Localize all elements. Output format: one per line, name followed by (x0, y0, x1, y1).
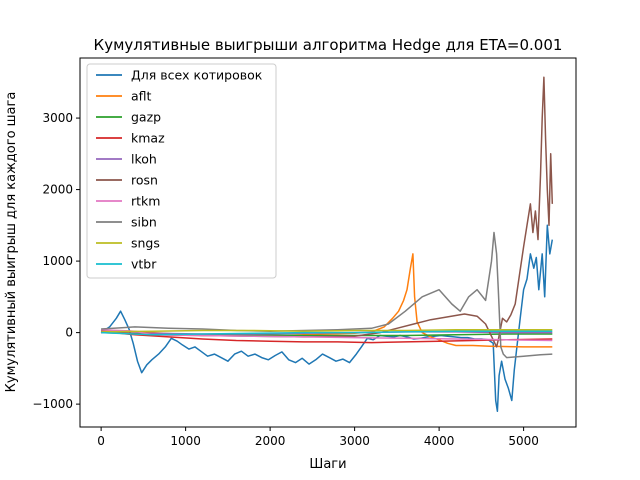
legend-label: sngs (131, 236, 160, 251)
legend-label: kmaz (131, 131, 165, 146)
x-tick-label: 3000 (339, 434, 370, 448)
legend-label: lkoh (131, 152, 157, 167)
series-layer (100, 76, 554, 413)
x-tick-label: 4000 (424, 434, 455, 448)
legend: Для всех котировок aflt gazp kmaz lkoh rosn rt… (86, 63, 277, 279)
legend-label: gazp (131, 110, 161, 125)
y-axis-label: Кумулятивный выигрыш для каждого шага (4, 92, 19, 393)
legend-label: rosn (131, 173, 158, 188)
x-tick-label: 5000 (508, 434, 539, 448)
series-line-kmaz (101, 330, 553, 344)
legend-label: Для всех котировок (131, 68, 263, 83)
ticks-layer: 0 1000 2000 3000 4000 5000 −1000 0 1000 2000 3000 (32, 111, 538, 448)
x-tick-label: 2000 (255, 434, 286, 448)
series-line-sngs (101, 328, 553, 333)
legend-label: vtbr (131, 257, 157, 272)
y-tick-label: 1000 (42, 254, 73, 268)
series-line-rosn (101, 76, 554, 348)
x-axis-label: Шаги (309, 457, 346, 472)
x-tick-label: 1000 (170, 434, 201, 448)
y-tick-label: 2000 (42, 183, 73, 197)
y-tick-label: 3000 (42, 111, 73, 125)
plot-frame (79, 57, 577, 428)
legend-label: rtkm (131, 194, 160, 209)
series-line-vtbr (101, 330, 553, 336)
x-tick-label: 0 (97, 434, 105, 448)
legend-frame (86, 63, 277, 279)
legend-label: sibn (131, 215, 157, 230)
chart-title: Кумулятивные выигрыши алгоритма Hedge дл… (94, 36, 563, 54)
y-tick-label: 0 (65, 326, 73, 340)
y-tick-label: −1000 (32, 397, 73, 411)
legend-label: aflt (131, 89, 152, 104)
series-line-Для-всех-котировок (100, 224, 554, 413)
